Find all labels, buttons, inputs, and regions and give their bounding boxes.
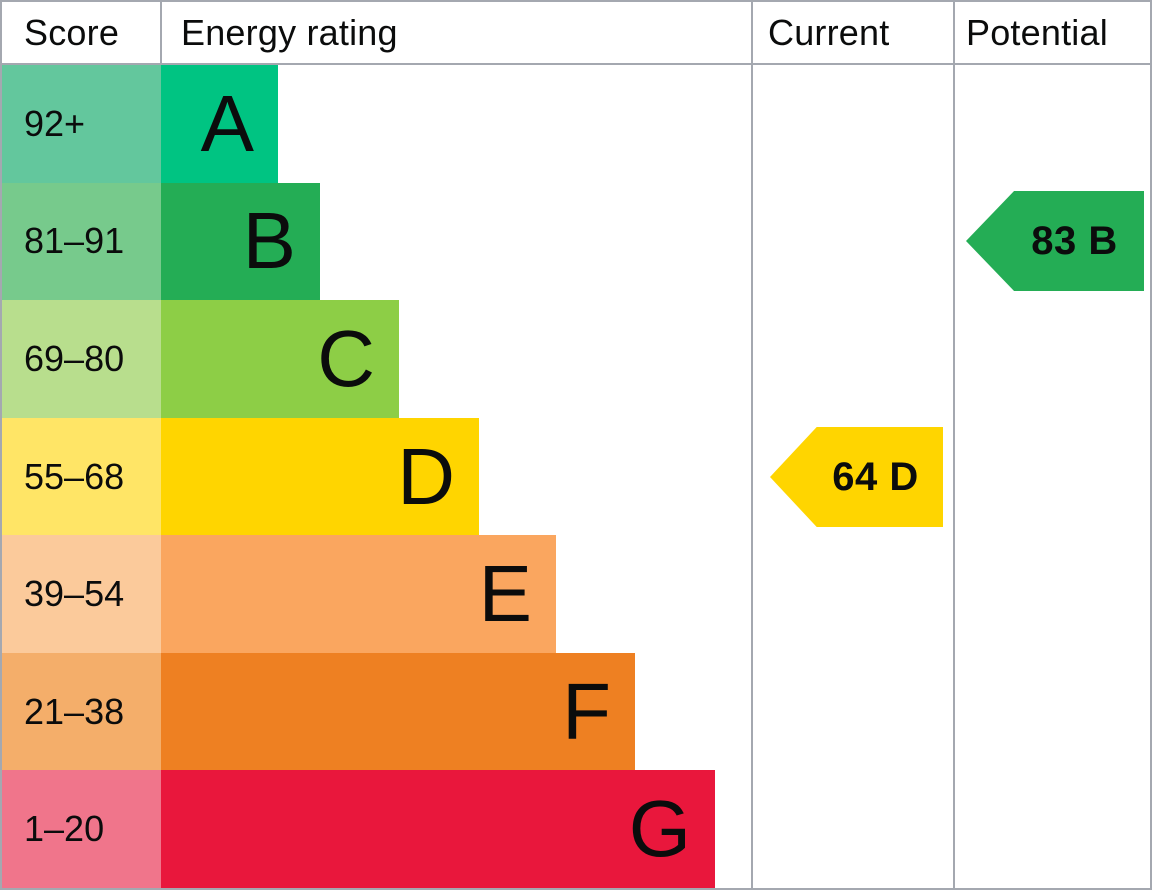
band-bar-b: B (161, 182, 320, 301)
band-score-range-d: 55–68 (2, 417, 161, 536)
band-rows: 92+ A 81–91 B 69–80 C 55–68 D 39–54 E 21–38 F 1–20 G (2, 65, 1150, 888)
column-divider-rating-current (751, 2, 753, 888)
band-row-c: 69–80 C (2, 300, 1150, 418)
band-letter-a: A (200, 78, 254, 168)
band-score-range-a: 92+ (2, 65, 161, 183)
band-letter-g: G (628, 784, 691, 874)
band-row-a: 92+ A (2, 65, 1150, 183)
band-row-d: 55–68 D (2, 417, 1150, 536)
band-bar-e: E (161, 535, 556, 653)
header-divider-line (2, 63, 1150, 65)
band-score-range-f: 21–38 (2, 652, 161, 771)
band-score-range-e: 39–54 (2, 535, 161, 653)
band-row-f: 21–38 F (2, 652, 1150, 771)
header-current: Current (768, 11, 890, 53)
band-letter-f: F (562, 666, 611, 756)
band-bar-g: G (161, 770, 715, 888)
header-energy-rating: Energy rating (181, 11, 398, 53)
band-bar-d: D (161, 417, 479, 536)
band-letter-c: C (317, 313, 375, 403)
band-row-e: 39–54 E (2, 535, 1150, 653)
band-letter-b: B (242, 196, 296, 286)
band-score-range-g: 1–20 (2, 770, 161, 888)
band-row-g: 1–20 G (2, 770, 1150, 888)
band-score-range-c: 69–80 (2, 300, 161, 418)
header-potential: Potential (966, 11, 1108, 53)
band-bar-c: C (161, 300, 399, 418)
band-letter-e: E (478, 549, 532, 639)
band-score-range-b: 81–91 (2, 182, 161, 301)
column-divider-current-potential (953, 2, 955, 888)
band-bar-f: F (161, 652, 635, 771)
header-score: Score (24, 11, 120, 53)
band-row-b: 81–91 B (2, 182, 1150, 301)
column-divider-score-rating (160, 2, 162, 63)
band-letter-d: D (397, 431, 455, 521)
band-bar-a: A (161, 65, 278, 183)
